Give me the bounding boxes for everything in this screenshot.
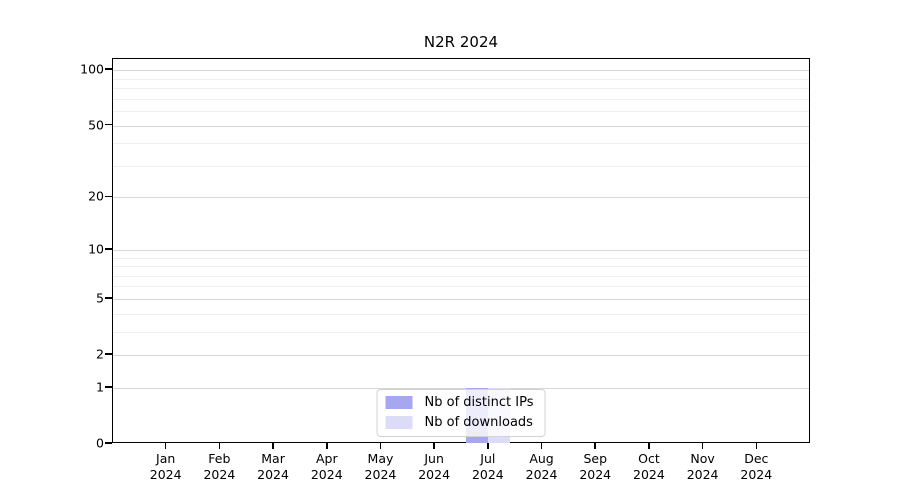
x-tick-label-line: 2024: [525, 467, 558, 482]
legend-item-distinct-ips: Nb of distinct IPs: [385, 395, 534, 410]
minor-gridline-30: [113, 165, 809, 167]
x-tick-label-jul-2024: Jul 2024: [472, 451, 504, 483]
y-tick-mark-0: [105, 442, 112, 444]
x-tick-label-line: 2024: [418, 467, 451, 482]
y-tick-mark-2: [105, 353, 112, 355]
x-tick-mark-sep-2024: [594, 443, 596, 449]
legend-label-distinct-ips: Nb of distinct IPs: [424, 395, 534, 410]
x-tick-label-line: Jul: [480, 451, 496, 466]
x-tick-label-feb-2024: Feb 2024: [203, 451, 235, 483]
y-tick-label-100: 100: [80, 61, 104, 77]
y-tick-mark-5: [105, 297, 112, 299]
x-tick-mark-nov-2024: [701, 443, 704, 449]
y-tick-label-50: 50: [88, 117, 104, 133]
x-tick-mark-jan-2024: [164, 443, 167, 449]
y-tick-mark-20: [105, 195, 112, 198]
y-tick-mark-50: [105, 123, 112, 126]
x-tick-label-line: 2024: [579, 467, 612, 482]
minor-gridline-3: [113, 331, 809, 333]
x-tick-mark-jul-2024: [487, 443, 489, 449]
x-tick-label-line: 2024: [686, 467, 719, 482]
minor-gridline-90: [113, 78, 809, 80]
x-tick-label-line: Sep: [583, 451, 607, 466]
plot-area: Nb of distinct IPs Nb of downloads: [112, 58, 810, 443]
x-tick-label-line: Jan: [156, 451, 176, 466]
x-tick-label-line: Apr: [315, 451, 338, 466]
x-tick-label-line: May: [367, 451, 394, 466]
x-tick-label-line: 2024: [149, 467, 182, 482]
y-tick-label-20: 20: [88, 188, 104, 204]
x-tick-label-line: 2024: [257, 467, 289, 482]
x-tick-mark-feb-2024: [218, 443, 221, 449]
minor-gridline-8: [113, 266, 809, 268]
minor-gridline-70: [113, 98, 809, 100]
minor-gridline-60: [113, 111, 809, 113]
chart-title: N2R 2024: [423, 33, 499, 51]
x-tick-mark-dec-2024: [755, 443, 758, 449]
minor-gridline-9: [113, 257, 809, 259]
x-tick-label-mar-2024: Mar 2024: [257, 451, 289, 483]
y-tick-label-2: 2: [96, 346, 104, 362]
major-gridline-10: [113, 249, 809, 251]
minor-gridline-4: [113, 313, 809, 315]
x-tick-label-line: Mar: [261, 451, 285, 466]
x-tick-label-nov-2024: Nov 2024: [687, 451, 719, 483]
major-gridline-50: [113, 125, 809, 127]
legend: Nb of distinct IPs Nb of downloads: [376, 389, 546, 437]
minor-gridline-80: [113, 88, 809, 90]
legend-swatch-downloads: [385, 416, 413, 429]
x-tick-label-sep-2024: Sep 2024: [579, 451, 611, 483]
x-tick-label-jan-2024: Jan 2024: [150, 451, 182, 483]
x-tick-mark-oct-2024: [648, 443, 650, 449]
x-tick-label-line: Nov: [690, 451, 715, 466]
x-tick-label-line: Dec: [744, 451, 769, 466]
y-tick-mark-1: [105, 386, 112, 388]
minor-gridline-40: [113, 143, 809, 145]
y-tick-label-1: 1: [96, 379, 104, 395]
y-tick-mark-10: [105, 248, 112, 250]
x-tick-mark-mar-2024: [272, 443, 274, 449]
major-gridline-20: [113, 197, 809, 199]
legend-swatch-distinct-ips: [385, 396, 413, 409]
x-tick-label-line: Feb: [208, 451, 231, 466]
legend-item-downloads: Nb of downloads: [385, 415, 534, 430]
x-tick-label-line: 2024: [310, 467, 343, 482]
x-tick-label-line: 2024: [633, 467, 665, 482]
x-tick-label-apr-2024: Apr 2024: [311, 451, 343, 483]
legend-label-downloads: Nb of downloads: [424, 415, 533, 430]
x-tick-label-line: 2024: [203, 467, 236, 482]
x-tick-label-line: 2024: [364, 467, 397, 482]
y-tick-label-0: 0: [96, 435, 104, 451]
x-tick-label-line: Jun: [424, 451, 444, 466]
major-gridline-5: [113, 298, 809, 300]
x-tick-label-aug-2024: Aug 2024: [526, 451, 558, 483]
x-tick-label-dec-2024: Dec 2024: [740, 451, 772, 483]
x-tick-label-line: 2024: [740, 467, 773, 482]
major-gridline-100: [113, 70, 809, 72]
x-tick-label-line: 2024: [471, 467, 504, 482]
x-tick-label-line: Oct: [638, 451, 660, 466]
x-tick-mark-aug-2024: [540, 443, 543, 449]
x-tick-mark-apr-2024: [326, 443, 328, 449]
x-tick-label-oct-2024: Oct 2024: [633, 451, 665, 483]
x-tick-label-may-2024: May 2024: [365, 451, 397, 483]
x-tick-mark-jun-2024: [433, 443, 435, 449]
y-tick-label-10: 10: [88, 241, 104, 257]
minor-gridline-6: [113, 286, 809, 288]
x-tick-label-jun-2024: Jun 2024: [418, 451, 450, 483]
x-tick-label-line: Aug: [529, 451, 554, 466]
x-tick-mark-may-2024: [379, 443, 382, 449]
y-tick-label-5: 5: [96, 290, 104, 306]
y-tick-mark-100: [105, 68, 112, 70]
minor-gridline-7: [113, 275, 809, 277]
major-gridline-2: [113, 355, 809, 357]
major-gridline-1: [113, 387, 809, 389]
